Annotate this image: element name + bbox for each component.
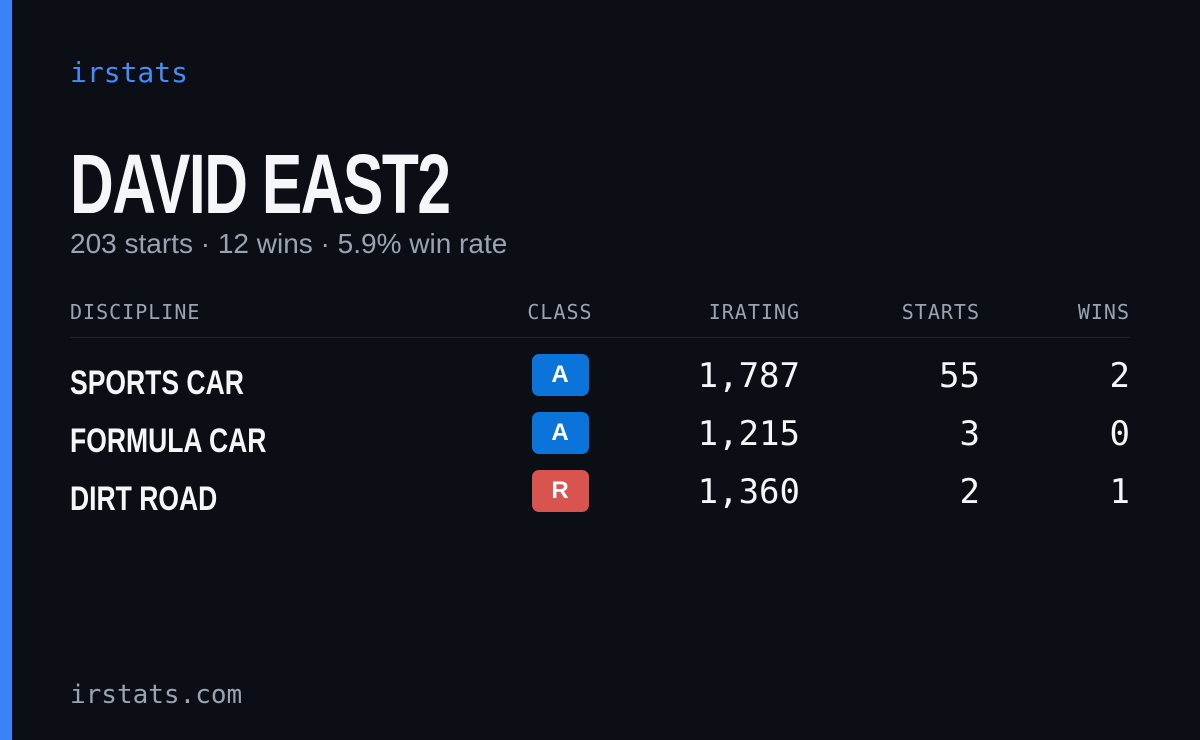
wins: 0 <box>1109 414 1130 454</box>
column-header: CLASS <box>527 300 593 324</box>
starts: 3 <box>959 414 980 454</box>
accent-bar <box>0 0 12 740</box>
irating: 1,360 <box>697 472 800 512</box>
class-badge: R <box>531 470 589 512</box>
brand: irstats <box>70 56 189 89</box>
discipline: DIRT ROAD <box>70 480 218 518</box>
driver-name: DAVID EAST2 <box>70 137 451 231</box>
column-header: IRATING <box>708 300 800 324</box>
column-header: DISCIPLINE <box>70 300 201 324</box>
starts: 2 <box>959 472 980 512</box>
starts: 55 <box>939 356 980 396</box>
header-rule <box>70 337 1130 338</box>
wins: 1 <box>1109 472 1130 512</box>
discipline: SPORTS CAR <box>70 364 244 402</box>
discipline: FORMULA CAR <box>70 422 267 460</box>
column-header: STARTS <box>901 300 980 324</box>
irating: 1,787 <box>697 356 800 396</box>
class-badge: A <box>531 412 589 454</box>
irating: 1,215 <box>697 414 800 454</box>
wins: 2 <box>1109 356 1130 396</box>
driver-summary: 203 starts · 12 wins · 5.9% win rate <box>70 228 508 259</box>
column-header: WINS <box>1077 300 1130 324</box>
class-badge: A <box>531 354 589 396</box>
footer-link[interactable]: irstats.com <box>70 680 243 710</box>
